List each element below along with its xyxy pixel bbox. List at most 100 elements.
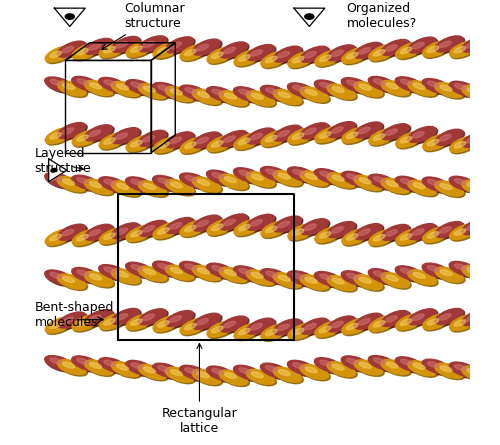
Ellipse shape [332, 127, 344, 133]
Ellipse shape [262, 364, 290, 380]
Ellipse shape [422, 263, 451, 278]
Ellipse shape [247, 271, 276, 286]
Ellipse shape [358, 229, 370, 235]
Ellipse shape [196, 137, 208, 144]
Ellipse shape [76, 49, 88, 55]
Ellipse shape [58, 224, 86, 240]
Ellipse shape [100, 359, 129, 374]
Ellipse shape [440, 184, 452, 190]
Ellipse shape [144, 86, 156, 92]
Ellipse shape [422, 313, 451, 329]
Ellipse shape [450, 224, 477, 240]
Ellipse shape [320, 274, 332, 280]
Ellipse shape [98, 177, 128, 192]
Ellipse shape [374, 271, 386, 277]
Ellipse shape [72, 267, 101, 283]
Ellipse shape [86, 226, 114, 242]
Ellipse shape [305, 89, 317, 95]
Ellipse shape [424, 135, 452, 152]
Ellipse shape [450, 138, 480, 154]
Ellipse shape [116, 84, 128, 90]
Ellipse shape [305, 277, 317, 283]
Ellipse shape [130, 319, 142, 325]
Ellipse shape [266, 57, 277, 63]
Ellipse shape [166, 132, 194, 148]
Ellipse shape [342, 229, 370, 245]
Ellipse shape [386, 44, 397, 51]
Ellipse shape [112, 363, 142, 378]
Ellipse shape [220, 43, 249, 60]
Ellipse shape [316, 170, 344, 185]
Ellipse shape [219, 42, 248, 58]
Ellipse shape [386, 181, 398, 186]
Ellipse shape [463, 220, 492, 236]
Ellipse shape [450, 263, 480, 278]
Ellipse shape [346, 234, 358, 240]
Ellipse shape [449, 261, 478, 276]
Ellipse shape [45, 317, 74, 333]
Ellipse shape [440, 314, 451, 320]
Ellipse shape [409, 38, 438, 55]
Ellipse shape [154, 84, 183, 99]
Ellipse shape [212, 368, 224, 374]
Ellipse shape [261, 221, 289, 237]
Ellipse shape [467, 183, 479, 189]
Ellipse shape [278, 173, 290, 179]
Ellipse shape [224, 93, 236, 99]
Ellipse shape [315, 50, 343, 66]
Ellipse shape [288, 83, 316, 98]
Ellipse shape [170, 223, 181, 229]
Ellipse shape [342, 79, 372, 94]
Ellipse shape [396, 77, 424, 92]
Ellipse shape [466, 41, 478, 48]
Ellipse shape [359, 362, 371, 368]
Ellipse shape [315, 227, 343, 243]
Ellipse shape [89, 315, 101, 321]
Ellipse shape [158, 321, 170, 327]
Ellipse shape [206, 366, 235, 381]
Ellipse shape [208, 322, 236, 339]
Ellipse shape [435, 36, 463, 52]
Ellipse shape [112, 270, 142, 285]
Ellipse shape [62, 229, 74, 236]
Ellipse shape [50, 272, 62, 279]
Ellipse shape [301, 220, 330, 236]
Ellipse shape [436, 364, 465, 380]
Ellipse shape [99, 41, 127, 57]
Ellipse shape [193, 90, 222, 105]
Ellipse shape [435, 129, 463, 145]
Ellipse shape [180, 86, 210, 101]
Ellipse shape [234, 87, 262, 102]
Ellipse shape [450, 315, 477, 331]
Ellipse shape [386, 129, 397, 135]
Ellipse shape [143, 226, 154, 232]
Ellipse shape [328, 174, 357, 189]
Ellipse shape [436, 182, 465, 198]
Ellipse shape [73, 357, 102, 372]
Ellipse shape [305, 174, 317, 179]
Ellipse shape [131, 179, 143, 185]
Ellipse shape [381, 224, 409, 240]
Ellipse shape [467, 368, 479, 375]
Ellipse shape [238, 268, 250, 274]
Ellipse shape [450, 42, 480, 59]
Ellipse shape [166, 38, 195, 54]
Ellipse shape [386, 83, 398, 89]
Ellipse shape [261, 130, 289, 146]
Ellipse shape [206, 263, 235, 278]
Ellipse shape [62, 179, 74, 185]
Ellipse shape [116, 42, 128, 48]
Ellipse shape [359, 277, 371, 283]
Ellipse shape [138, 309, 166, 325]
Ellipse shape [184, 142, 196, 149]
Ellipse shape [212, 141, 223, 147]
Ellipse shape [396, 176, 424, 191]
Ellipse shape [165, 87, 194, 101]
Ellipse shape [320, 326, 331, 332]
Ellipse shape [466, 224, 478, 231]
Ellipse shape [247, 320, 276, 336]
Ellipse shape [288, 323, 316, 339]
Ellipse shape [86, 81, 114, 97]
Ellipse shape [386, 362, 398, 368]
Ellipse shape [235, 220, 264, 237]
